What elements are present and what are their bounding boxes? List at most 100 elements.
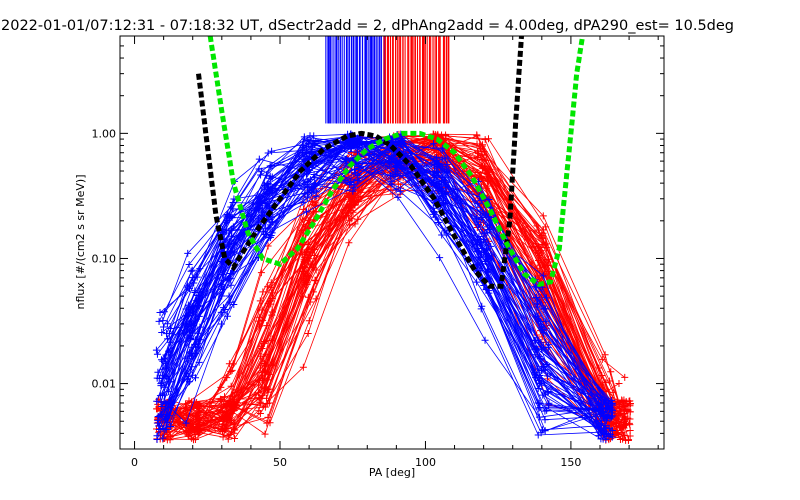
data-point-marker [163, 330, 171, 338]
data-point-marker [539, 226, 547, 234]
data-point-marker [256, 199, 264, 207]
data-point-marker [477, 174, 485, 182]
data-point-marker [394, 193, 402, 201]
data-point-marker [258, 167, 266, 175]
data-point-marker [158, 356, 166, 364]
data-series-line [162, 154, 630, 424]
data-point-marker [310, 141, 318, 149]
data-point-marker [602, 429, 610, 437]
data-point-marker [312, 266, 320, 274]
data-point-marker [305, 317, 313, 325]
data-point-marker [308, 146, 316, 154]
data-point-marker [605, 424, 613, 432]
data-point-marker [266, 419, 274, 427]
data-point-marker [158, 402, 166, 410]
data-point-marker [545, 399, 553, 407]
data-point-marker [261, 374, 269, 382]
data-point-marker [184, 334, 192, 342]
data-point-marker [153, 374, 161, 382]
data-point-marker [622, 436, 630, 444]
data-point-marker [434, 167, 442, 175]
data-point-marker [607, 413, 615, 421]
data-point-marker [299, 363, 307, 371]
data-point-marker [224, 210, 232, 218]
plot-area [152, 36, 634, 444]
data-point-marker [388, 180, 396, 188]
y-axis-ticks: 0.01 0.10 1.00 [92, 35, 664, 450]
data-point-marker [221, 393, 229, 401]
data-point-marker [541, 416, 549, 424]
data-point-marker [442, 131, 450, 139]
data-point-marker [167, 422, 175, 430]
data-point-marker [345, 239, 353, 247]
data-point-marker [184, 323, 192, 331]
data-point-marker [481, 163, 488, 171]
data-point-marker [392, 158, 400, 166]
data-point-marker [225, 229, 233, 237]
data-point-marker [301, 135, 309, 143]
data-point-marker [481, 336, 489, 344]
data-point-marker [535, 256, 543, 264]
data-point-marker [155, 422, 163, 430]
data-point-marker [266, 224, 274, 232]
data-point-marker [257, 269, 265, 277]
data-point-marker [163, 320, 171, 328]
data-point-marker [193, 399, 201, 407]
data-point-marker [185, 260, 193, 268]
data-point-marker [217, 383, 225, 391]
data-point-marker [259, 402, 267, 410]
data-point-marker [483, 176, 491, 184]
data-point-marker [267, 297, 275, 305]
data-point-marker [396, 172, 404, 180]
data-point-marker [394, 138, 402, 146]
data-point-marker [262, 171, 270, 179]
data-series-line [160, 152, 625, 431]
data-point-marker [483, 229, 491, 237]
data-point-marker [607, 368, 615, 376]
data-point-marker [226, 430, 234, 438]
data-point-marker [154, 412, 162, 420]
data-point-marker [620, 396, 628, 404]
data-point-marker [396, 187, 404, 195]
data-point-marker [438, 231, 446, 239]
data-point-marker [226, 241, 234, 249]
data-point-marker [484, 135, 492, 143]
data-point-marker [540, 305, 548, 313]
data-point-marker [268, 147, 276, 155]
data-point-marker [159, 323, 167, 331]
data-point-marker [158, 329, 166, 337]
data-point-marker [261, 430, 269, 438]
data-point-marker [166, 436, 174, 444]
data-point-marker [622, 405, 630, 413]
data-point-marker [532, 373, 540, 381]
data-point-marker [535, 405, 543, 413]
data-point-marker [219, 228, 227, 236]
data-series-line [161, 142, 624, 434]
data-point-marker [619, 435, 627, 443]
data-point-marker [539, 272, 547, 280]
x-tick-label: 100 [415, 456, 436, 469]
data-point-marker [264, 149, 272, 157]
data-point-marker [153, 397, 161, 405]
data-point-marker [155, 317, 163, 325]
data-point-marker [154, 368, 162, 376]
data-point-marker [156, 309, 164, 317]
data-point-marker [184, 249, 192, 257]
data-point-marker [256, 398, 264, 406]
data-point-marker [482, 286, 490, 294]
data-point-marker [485, 196, 493, 204]
data-point-marker [536, 371, 544, 379]
data-point-marker [190, 436, 198, 444]
green-fit-line [207, 36, 585, 288]
data-point-marker [545, 255, 553, 263]
data-point-marker [225, 401, 233, 409]
data-point-marker [540, 362, 548, 370]
data-point-marker [477, 305, 485, 313]
data-point-marker [536, 318, 544, 326]
data-point-marker [263, 386, 271, 394]
data-point-marker [309, 183, 317, 191]
data-point-marker [625, 419, 633, 427]
data-point-marker [302, 208, 310, 216]
data-point-marker [227, 281, 235, 289]
